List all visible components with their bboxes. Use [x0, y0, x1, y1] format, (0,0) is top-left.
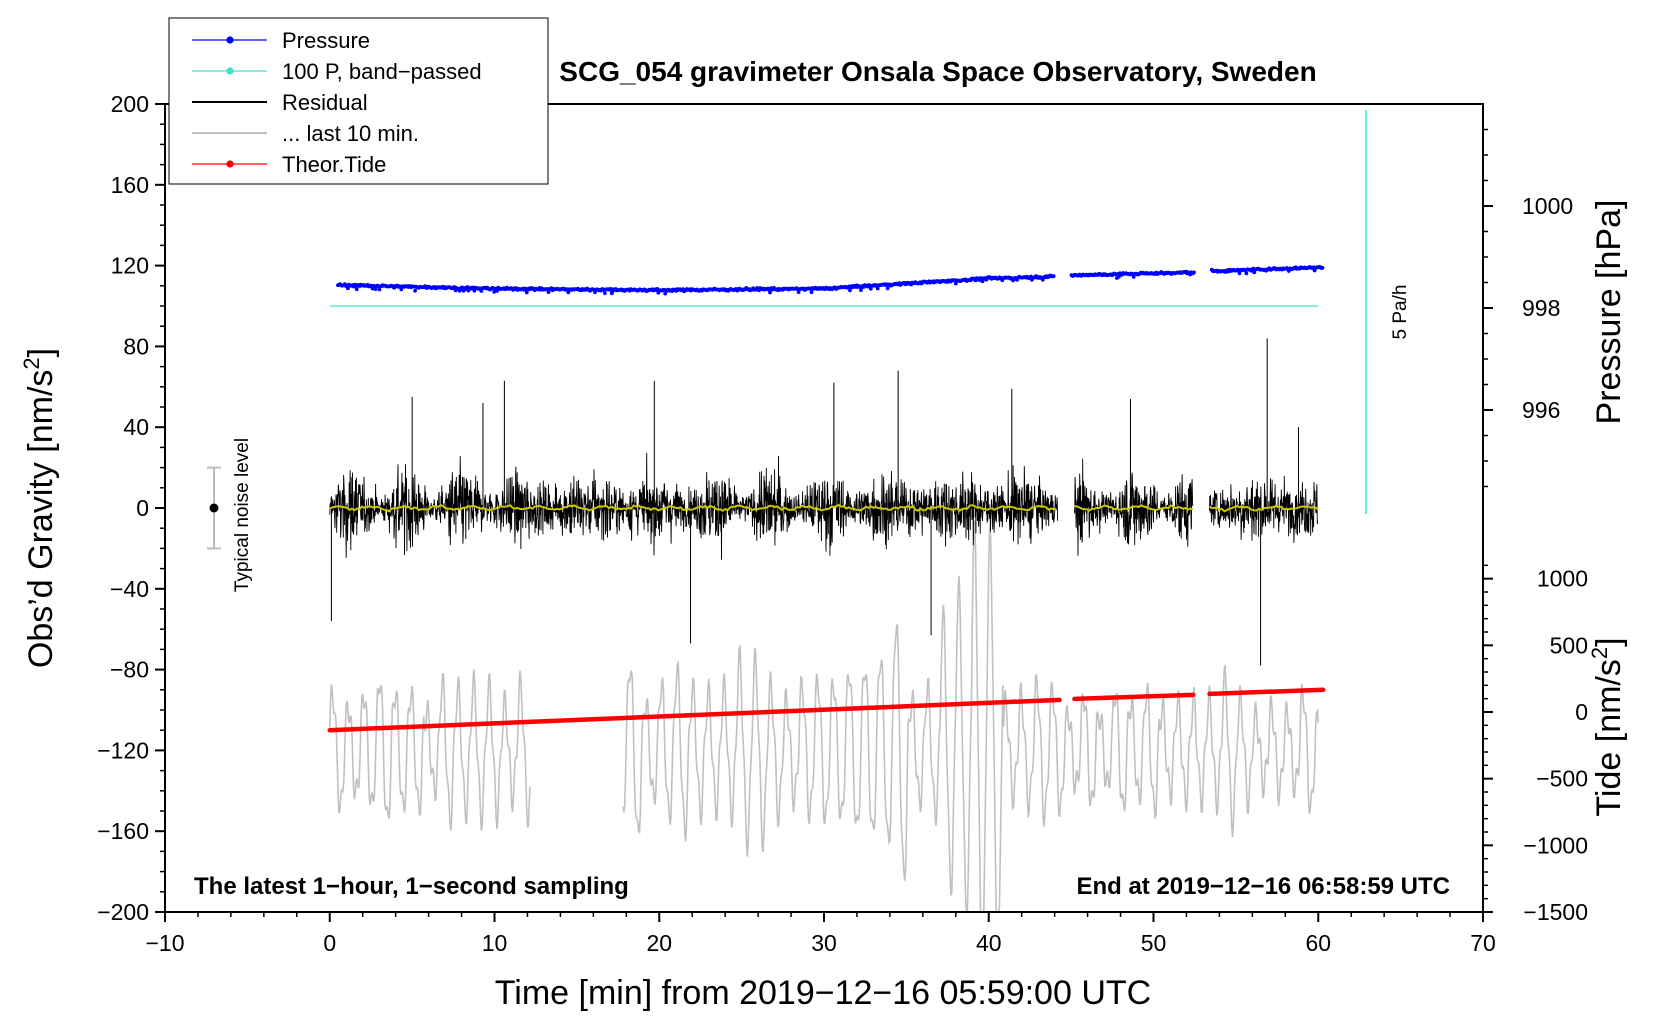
x-tick-label: 10 — [482, 930, 508, 956]
tide-tick-label: −1500 — [1523, 899, 1588, 925]
x-tick-label: 70 — [1470, 930, 1496, 956]
y-tick-label: −200 — [97, 899, 149, 925]
pressure-point — [603, 291, 607, 296]
pressure-point — [413, 288, 417, 293]
y-axis-title-tide-text: Tide [nm/s — [1590, 659, 1628, 816]
y-axis-title-left-close: ] — [22, 348, 60, 357]
noise-level-label: Typical noise level — [232, 438, 253, 592]
legend: Pressure 100 P, band−passed Residual ... la… — [168, 17, 549, 185]
pressure-point — [980, 279, 985, 284]
series-residual-line — [1073, 458, 1194, 556]
series-mean-line — [329, 503, 1057, 513]
pressure-point — [768, 290, 772, 295]
pressure-tick-label: 998 — [1522, 295, 1560, 321]
noise-level-dot — [209, 503, 219, 513]
series-theor-tide-line — [327, 697, 1062, 733]
noise-level-indicator: Typical noise level — [207, 438, 253, 592]
pressure-point — [546, 290, 551, 294]
tide-tick-label: −1000 — [1523, 832, 1588, 858]
x-tick-label: 30 — [811, 930, 837, 956]
legend-marker — [226, 67, 234, 75]
series-last-10-min-line — [329, 669, 531, 831]
y-tick-label: −120 — [97, 737, 149, 763]
series-residual-line — [1209, 475, 1319, 543]
pressure-point — [848, 288, 852, 293]
pressure-point — [809, 290, 814, 295]
tide-tick-label: 500 — [1550, 632, 1588, 658]
pressure-point — [524, 290, 529, 295]
pressure-tick-label: 996 — [1522, 397, 1560, 423]
y-tick-label: −40 — [110, 576, 149, 602]
x-tick-label: 50 — [1141, 930, 1167, 956]
y-axis-title-tide: Tide [nm/s2] — [1587, 637, 1628, 816]
legend-marker — [226, 36, 234, 44]
legend-label: Pressure — [282, 28, 370, 53]
legend-label: Theor.Tide — [282, 152, 386, 177]
y-axis-title-tide-close: ] — [1590, 637, 1628, 646]
y-tick-label: 40 — [123, 414, 149, 440]
pressure-point — [354, 287, 359, 292]
pressure-point — [875, 286, 880, 291]
x-tick-label: −10 — [145, 930, 184, 956]
y-axis-title-pressure: Pressure [hPa] — [1590, 200, 1628, 425]
pressure-point — [492, 290, 497, 294]
x-tick-label: 60 — [1305, 930, 1331, 956]
series-residual-line — [329, 452, 1059, 560]
pressure-point — [1131, 275, 1136, 279]
pressure-point — [566, 290, 571, 295]
y-tick-label: −160 — [97, 818, 149, 844]
pressure-point — [868, 286, 873, 291]
scale-bar-label: 5 Pa/h — [1390, 285, 1411, 340]
scale-bar: 5 Pa/h — [1365, 110, 1411, 514]
y-tick-label: −80 — [110, 657, 149, 683]
pressure-point — [377, 287, 382, 292]
pressure-point — [1237, 271, 1242, 276]
tide-tick-label: 1000 — [1537, 566, 1588, 592]
pressure-point — [1244, 271, 1249, 276]
pressure-tick-label: 1000 — [1522, 193, 1573, 219]
pressure-point — [399, 287, 404, 292]
annotation-bottom-right: End at 2019−12−16 06:58:59 UTC — [1076, 873, 1450, 900]
y-axis-title-left: Obs’d Gravity [nm/s2] — [19, 348, 60, 668]
pressure-point — [373, 287, 378, 291]
legend-label: 100 P, band−passed — [282, 59, 482, 84]
y-axis-title-left-sup: 2 — [19, 357, 44, 369]
series-theor-tide-line — [1207, 687, 1326, 697]
pressure-point — [1051, 274, 1056, 278]
series-mean-line — [1208, 504, 1319, 513]
pressure-point — [885, 286, 890, 291]
chart-title: SCG_054 gravimeter Onsala Space Observat… — [559, 56, 1316, 87]
legend-marker — [226, 160, 234, 168]
series-theor-tide-line — [1072, 692, 1196, 702]
pressure-point — [859, 288, 863, 292]
legend-label: Residual — [282, 90, 368, 115]
legend-label: ... last 10 min. — [282, 121, 419, 146]
tide-tick-label: −500 — [1536, 766, 1588, 792]
pressure-point — [796, 290, 801, 294]
y-tick-label: 120 — [111, 253, 149, 279]
x-tick-label: 40 — [976, 930, 1002, 956]
pressure-point — [1192, 270, 1196, 275]
x-tick-label: 20 — [646, 930, 672, 956]
data-layer — [327, 264, 1326, 913]
y-tick-label: 80 — [123, 333, 149, 359]
axes-layer: −10 0 10 20 30 40 50 60 70 200 160 120 80 40 0 −40 −80 −1… — [97, 91, 1588, 956]
tide-tick-label: 0 — [1575, 699, 1588, 725]
pressure-point — [1320, 265, 1325, 270]
series-mean-line — [1074, 504, 1194, 512]
y-axis-title-left-text: Obs’d Gravity [nm/s — [22, 370, 60, 669]
pressure-point — [953, 281, 958, 286]
pressure-point — [472, 288, 477, 293]
y-tick-label: 200 — [111, 91, 149, 117]
x-axis-title: Time [min] from 2019−12−16 05:59:00 UTC — [495, 974, 1151, 1012]
y-tick-label: 160 — [111, 172, 149, 198]
series-last-10-min-line — [622, 520, 1319, 913]
x-tick-label: 0 — [323, 930, 336, 956]
y-axis-title-tide-sup: 2 — [1587, 647, 1612, 659]
annotation-bottom-left: The latest 1−hour, 1−second sampling — [194, 873, 629, 900]
y-tick-label: 0 — [136, 495, 149, 521]
legend-items: Pressure 100 P, band−passed Residual ... la… — [192, 28, 482, 177]
pressure-point — [663, 291, 668, 296]
